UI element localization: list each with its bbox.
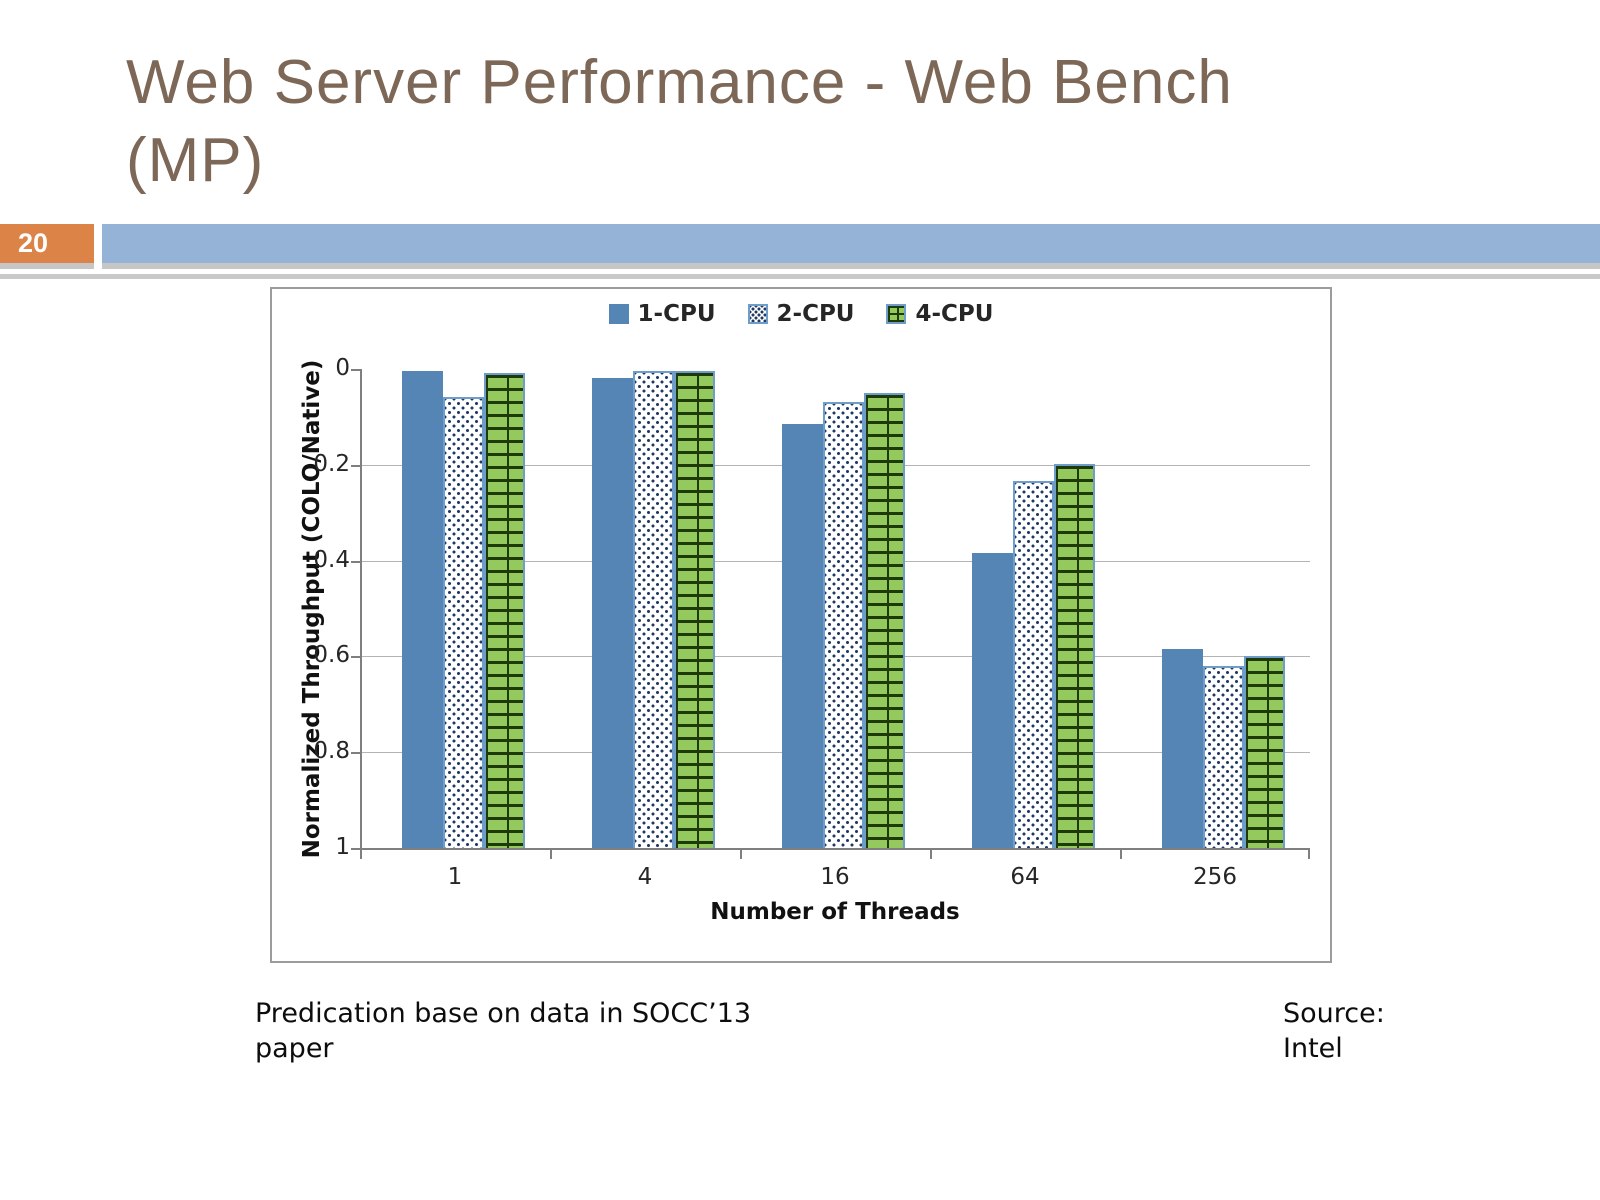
x-tick (550, 850, 552, 859)
slide-title: Web Server Performance - Web Bench (MP) (126, 44, 1233, 200)
y-tick-label: 0.8 (313, 738, 350, 765)
bar-2-cpu-threads-1 (442, 397, 484, 850)
bar-group-64 (938, 369, 1128, 850)
legend-item-4-cpu: 4-CPU (886, 301, 993, 327)
horizontal-rule (0, 274, 1600, 279)
legend-item-2-cpu: 2-CPU (747, 301, 855, 327)
bar-4-cpu-threads-256 (1243, 656, 1285, 850)
chart-plot-area (351, 369, 1310, 859)
source-note: Source: Intel (1283, 998, 1385, 1064)
x-axis-line (360, 848, 1310, 850)
x-tick (740, 850, 742, 859)
legend-swatch-2-cpu-icon (747, 304, 768, 324)
x-tick (1308, 850, 1310, 859)
y-axis-line (360, 369, 362, 850)
page-number: 20 (18, 228, 49, 258)
x-category-label: 1 (447, 864, 463, 890)
bar-group-4 (558, 369, 748, 850)
bar-4-cpu-threads-4 (673, 371, 715, 850)
y-tick-label: 1 (335, 834, 350, 860)
x-tick (1120, 850, 1122, 859)
y-tick (351, 560, 360, 563)
x-category-label: 256 (1193, 864, 1237, 890)
page-number-badge: 20 (0, 224, 94, 263)
y-tick-label: 0.6 (313, 642, 350, 669)
bar-2-cpu-threads-4 (632, 371, 674, 850)
x-category-label: 16 (820, 864, 850, 890)
y-tick (351, 369, 360, 371)
bar-2-cpu-threads-256 (1202, 666, 1244, 850)
bar-1-cpu-threads-4 (591, 378, 633, 850)
y-tick-label: 0 (335, 355, 350, 381)
bar-1-cpu-threads-64 (971, 553, 1013, 850)
legend-swatch-4-cpu-icon (886, 304, 907, 324)
chart-frame: 1-CPU 2-CPU 4-CPU Normalized Throughput (C… (270, 287, 1332, 963)
bar-2-cpu-threads-16 (822, 402, 864, 850)
bar-1-cpu-threads-1 (401, 371, 443, 850)
x-category-label: 64 (1010, 864, 1040, 890)
y-tick (351, 752, 360, 755)
header-band: 20 (0, 224, 1600, 263)
bar-4-cpu-threads-1 (483, 373, 525, 850)
band-gap (94, 224, 102, 263)
x-category-label: 4 (637, 864, 653, 890)
legend-swatch-1-cpu-icon (608, 304, 629, 324)
bar-1-cpu-threads-16 (781, 424, 823, 850)
bar-1-cpu-threads-256 (1161, 649, 1203, 850)
bar-group-256 (1128, 369, 1318, 850)
header-band-bar (102, 224, 1600, 263)
x-axis-title: Number of Threads (710, 899, 960, 925)
header-band-shadow (0, 263, 1600, 269)
y-axis-title: Normalized Throughput (COLO/Native) (299, 359, 325, 859)
bar-group-1 (368, 369, 558, 850)
legend-item-1-cpu: 1-CPU (608, 301, 716, 327)
y-tick (351, 656, 360, 659)
y-tick-label: 0.4 (313, 546, 350, 573)
x-tick (360, 850, 362, 859)
y-tick-label: 0.2 (313, 450, 350, 477)
y-tick (351, 848, 360, 850)
title-line-2: (MP) (126, 126, 265, 196)
bar-4-cpu-threads-64 (1053, 464, 1095, 850)
chart-legend: 1-CPU 2-CPU 4-CPU (272, 301, 1330, 327)
title-line-1: Web Server Performance - Web Bench (126, 48, 1233, 117)
bar-2-cpu-threads-64 (1012, 481, 1054, 850)
footer-note: Predication base on data in SOCC’13 paper (255, 998, 752, 1064)
x-tick (930, 850, 932, 859)
legend-label-1-cpu: 1-CPU (637, 301, 716, 327)
y-tick (351, 464, 360, 467)
legend-label-4-cpu: 4-CPU (915, 301, 994, 327)
bar-group-16 (748, 369, 938, 850)
bar-4-cpu-threads-16 (863, 393, 905, 850)
legend-label-2-cpu: 2-CPU (776, 301, 855, 327)
